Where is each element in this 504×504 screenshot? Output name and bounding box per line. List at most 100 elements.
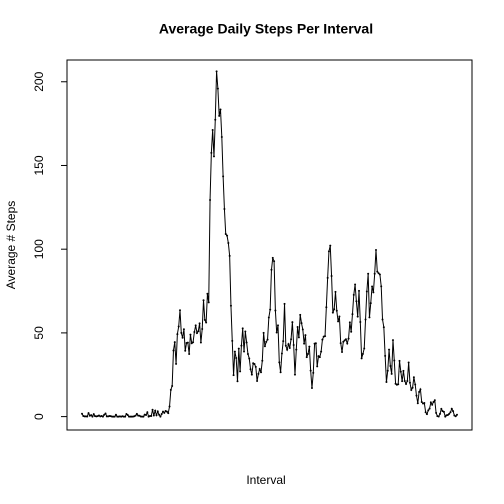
data-point bbox=[444, 415, 447, 418]
data-point bbox=[348, 321, 351, 324]
data-point bbox=[266, 338, 269, 341]
data-point bbox=[86, 415, 89, 418]
data-point bbox=[197, 330, 200, 333]
data-point bbox=[81, 412, 83, 415]
data-point bbox=[420, 401, 423, 404]
data-point bbox=[178, 309, 181, 312]
data-point bbox=[428, 407, 431, 410]
data-point bbox=[211, 128, 214, 131]
data-point bbox=[356, 315, 359, 318]
data-point bbox=[236, 380, 239, 383]
data-point bbox=[167, 412, 170, 415]
data-point bbox=[308, 345, 311, 348]
data-point bbox=[350, 330, 353, 333]
data-point bbox=[173, 341, 176, 344]
data-point bbox=[267, 316, 270, 319]
data-point bbox=[382, 326, 385, 329]
data-point bbox=[344, 338, 347, 341]
data-point bbox=[257, 372, 260, 375]
data-point bbox=[113, 415, 116, 418]
data-point bbox=[269, 308, 272, 311]
data-point bbox=[207, 301, 210, 304]
data-point bbox=[206, 292, 209, 295]
data-point bbox=[401, 380, 404, 383]
data-point bbox=[423, 402, 426, 405]
data-point bbox=[287, 343, 290, 346]
data-point bbox=[367, 272, 370, 275]
data-point bbox=[295, 348, 298, 351]
data-point bbox=[440, 407, 443, 410]
data-point bbox=[288, 346, 291, 349]
data-point bbox=[203, 318, 206, 321]
data-point bbox=[376, 270, 379, 273]
data-point bbox=[134, 414, 137, 417]
data-point bbox=[381, 318, 384, 321]
data-point bbox=[263, 345, 266, 348]
data-point bbox=[452, 410, 455, 413]
data-point bbox=[278, 361, 281, 364]
data-point bbox=[377, 272, 380, 275]
y-tick-label: 150 bbox=[32, 155, 46, 175]
data-point bbox=[219, 108, 222, 111]
data-point bbox=[186, 341, 189, 344]
data-point bbox=[418, 390, 421, 393]
data-point bbox=[135, 412, 138, 415]
data-point bbox=[201, 328, 204, 331]
data-point bbox=[299, 313, 302, 316]
data-point bbox=[293, 373, 296, 376]
data-point bbox=[258, 368, 261, 371]
data-point bbox=[261, 359, 264, 362]
data-point bbox=[223, 208, 226, 211]
data-point bbox=[364, 318, 367, 321]
data-point bbox=[352, 293, 355, 296]
data-point bbox=[175, 362, 178, 365]
data-point bbox=[103, 413, 106, 416]
data-point bbox=[406, 379, 409, 382]
data-point bbox=[373, 272, 376, 275]
data-point bbox=[410, 388, 413, 391]
data-point bbox=[159, 415, 162, 418]
data-point bbox=[412, 376, 415, 379]
data-point bbox=[182, 328, 185, 331]
data-point bbox=[270, 268, 273, 271]
data-point bbox=[351, 313, 354, 316]
data-point bbox=[192, 341, 195, 344]
data-point bbox=[245, 341, 248, 344]
data-point bbox=[442, 410, 445, 413]
data-point bbox=[215, 70, 218, 73]
data-point bbox=[414, 383, 417, 386]
data-point bbox=[425, 413, 428, 416]
data-point bbox=[233, 350, 236, 353]
data-point bbox=[331, 311, 334, 314]
data-point bbox=[188, 352, 191, 355]
data-point bbox=[371, 285, 374, 288]
data-point bbox=[405, 382, 408, 385]
data-point bbox=[432, 401, 435, 404]
data-point bbox=[407, 361, 410, 364]
data-point bbox=[372, 291, 375, 294]
data-point bbox=[398, 359, 401, 362]
data-point bbox=[435, 411, 438, 414]
data-point bbox=[338, 315, 341, 318]
data-point bbox=[301, 328, 304, 331]
data-point bbox=[235, 357, 238, 360]
data-point bbox=[439, 412, 442, 415]
data-point bbox=[292, 343, 295, 346]
data-point bbox=[226, 234, 229, 237]
data-point bbox=[156, 410, 159, 413]
data-point bbox=[388, 348, 391, 351]
data-point bbox=[142, 415, 145, 418]
data-point bbox=[227, 241, 230, 244]
data-point bbox=[419, 388, 422, 391]
data-point bbox=[390, 372, 393, 375]
data-point bbox=[411, 386, 414, 389]
data-point bbox=[330, 274, 333, 277]
data-point bbox=[124, 415, 127, 418]
data-point bbox=[368, 316, 371, 319]
data-point bbox=[358, 289, 361, 292]
data-point bbox=[177, 325, 180, 328]
data-point bbox=[309, 369, 312, 372]
data-point bbox=[249, 368, 252, 371]
y-axis-label: Average # Steps bbox=[4, 201, 18, 290]
data-point bbox=[189, 333, 192, 336]
